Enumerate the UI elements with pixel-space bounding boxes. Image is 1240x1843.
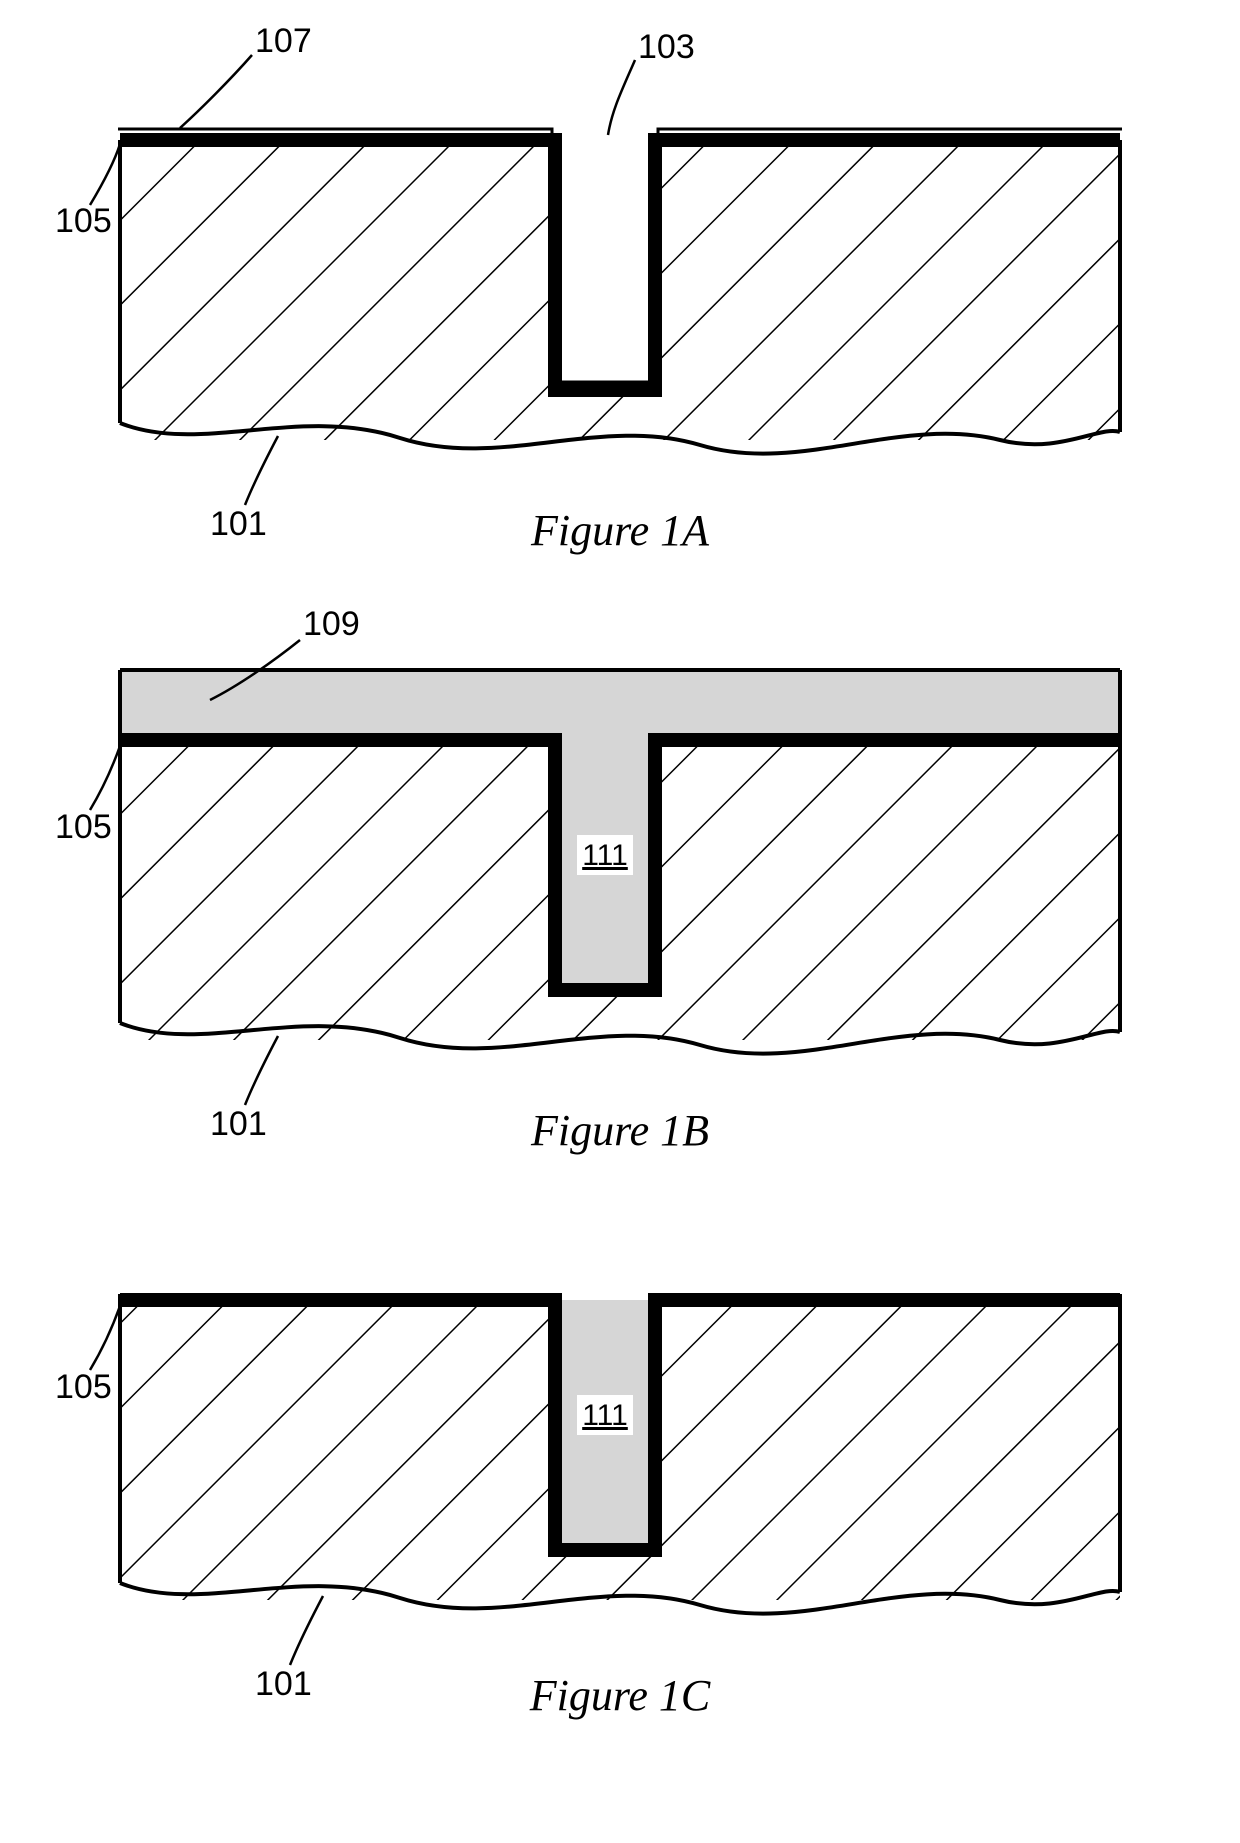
caption-1c: Figure 1C: [529, 1671, 711, 1720]
ref-105-c: 105: [55, 1368, 112, 1406]
ref-109: 109: [303, 605, 360, 643]
ref-103: 103: [638, 28, 695, 66]
caption-1b: Figure 1B: [530, 1106, 709, 1155]
figure-1a: 107 103 105 101 Figure 1A: [55, 22, 1122, 555]
figure-svg: 107 103 105 101 Figure 1A 111: [0, 0, 1240, 1843]
figure-1c: 111 105 101 Figure 1C: [55, 1294, 1120, 1720]
ref-101-a: 101: [210, 505, 267, 543]
ref-105-a: 105: [55, 202, 112, 240]
ref-105-b: 105: [55, 808, 112, 846]
figure-1b: 111 109 105 101 Figure 1B: [55, 605, 1120, 1155]
ref-111-b: 111: [582, 839, 628, 872]
caption-1a: Figure 1A: [530, 506, 710, 555]
ref-101-c: 101: [255, 1665, 312, 1703]
ref-101-b: 101: [210, 1105, 267, 1143]
patent-figure-page: { "page": { "width": 1240, "height": 184…: [0, 0, 1240, 1843]
ref-111-c: 111: [582, 1399, 628, 1432]
ref-107: 107: [255, 22, 312, 60]
